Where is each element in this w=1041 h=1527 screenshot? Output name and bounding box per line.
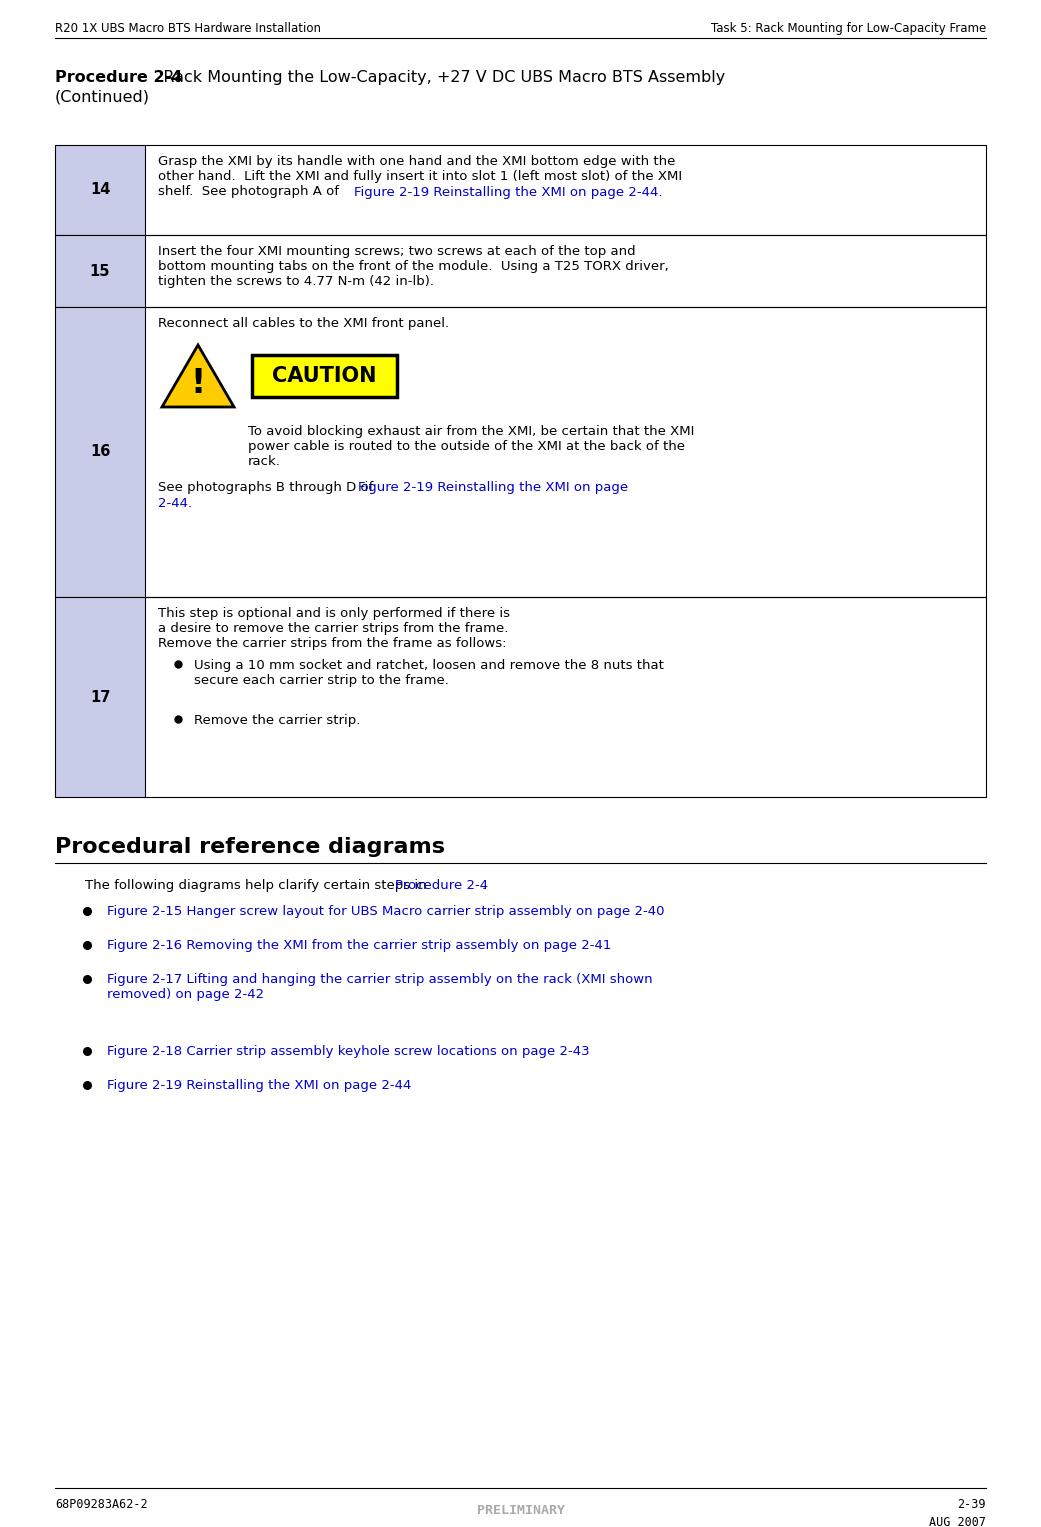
- Text: Insert the four XMI mounting screws; two screws at each of the top and
bottom mo: Insert the four XMI mounting screws; two…: [158, 244, 668, 289]
- Text: Figure 2-19 Reinstalling the XMI on page: Figure 2-19 Reinstalling the XMI on page: [358, 481, 628, 495]
- Text: .: .: [482, 880, 486, 892]
- Text: R20 1X UBS Macro BTS Hardware Installation: R20 1X UBS Macro BTS Hardware Installati…: [55, 21, 321, 35]
- Text: Figure 2-19 Reinstalling the XMI on page 2-44: Figure 2-19 Reinstalling the XMI on page…: [107, 1080, 411, 1092]
- Text: Reconnect all cables to the XMI front panel.: Reconnect all cables to the XMI front pa…: [158, 318, 449, 330]
- Text: Figure 2-19 Reinstalling the XMI on page 2-44.: Figure 2-19 Reinstalling the XMI on page…: [354, 186, 662, 199]
- Text: The following diagrams help clarify certain steps in: The following diagrams help clarify cert…: [85, 880, 431, 892]
- Bar: [55, 235, 145, 307]
- Text: 15: 15: [90, 264, 110, 278]
- Bar: [55, 307, 986, 597]
- Text: (Continued): (Continued): [55, 90, 150, 105]
- Text: Task 5: Rack Mounting for Low-Capacity Frame: Task 5: Rack Mounting for Low-Capacity F…: [711, 21, 986, 35]
- Text: Figure 2-15 Hanger screw layout for UBS Macro carrier strip assembly on page 2-4: Figure 2-15 Hanger screw layout for UBS …: [107, 906, 664, 918]
- Text: Procedural reference diagrams: Procedural reference diagrams: [55, 837, 445, 857]
- Bar: [252, 354, 397, 397]
- Text: Rack Mounting the Low-Capacity, +27 V DC UBS Macro BTS Assembly: Rack Mounting the Low-Capacity, +27 V DC…: [148, 70, 726, 86]
- Bar: [55, 145, 145, 235]
- Text: Figure 2-18 Carrier strip assembly keyhole screw locations on page 2-43: Figure 2-18 Carrier strip assembly keyho…: [107, 1044, 589, 1058]
- Bar: [55, 597, 145, 797]
- Polygon shape: [162, 345, 234, 408]
- Text: 17: 17: [90, 690, 110, 704]
- Bar: [55, 145, 986, 235]
- Text: Using a 10 mm socket and ratchet, loosen and remove the 8 nuts that
secure each : Using a 10 mm socket and ratchet, loosen…: [194, 660, 664, 687]
- Text: See photographs B through D of: See photographs B through D of: [158, 481, 378, 495]
- Text: !: !: [191, 366, 205, 400]
- Text: Remove the carrier strip.: Remove the carrier strip.: [194, 715, 360, 727]
- Text: Figure 2-17 Lifting and hanging the carrier strip assembly on the rack (XMI show: Figure 2-17 Lifting and hanging the carr…: [107, 973, 653, 1002]
- Text: 14: 14: [90, 183, 110, 197]
- Text: To avoid blocking exhaust air from the XMI, be certain that the XMI
power cable : To avoid blocking exhaust air from the X…: [248, 425, 694, 467]
- Text: Figure 2-16 Removing the XMI from the carrier strip assembly on page 2-41: Figure 2-16 Removing the XMI from the ca…: [107, 939, 611, 951]
- Text: 2-39: 2-39: [958, 1498, 986, 1512]
- Bar: [55, 235, 986, 307]
- Bar: [55, 597, 986, 797]
- Text: CAUTION: CAUTION: [273, 366, 377, 386]
- Text: AUG 2007: AUG 2007: [929, 1516, 986, 1527]
- Text: Procedure 2-4: Procedure 2-4: [55, 70, 182, 86]
- Text: PRELIMINARY: PRELIMINARY: [477, 1504, 564, 1516]
- Text: Grasp the XMI by its handle with one hand and the XMI bottom edge with the
other: Grasp the XMI by its handle with one han…: [158, 156, 682, 199]
- Bar: [55, 307, 145, 597]
- Text: 68P09283A62-2: 68P09283A62-2: [55, 1498, 148, 1512]
- Text: This step is optional and is only performed if there is
a desire to remove the c: This step is optional and is only perfor…: [158, 608, 510, 651]
- Text: 2-44.: 2-44.: [158, 496, 193, 510]
- Text: Procedure 2-4: Procedure 2-4: [395, 880, 488, 892]
- Text: 16: 16: [90, 444, 110, 460]
